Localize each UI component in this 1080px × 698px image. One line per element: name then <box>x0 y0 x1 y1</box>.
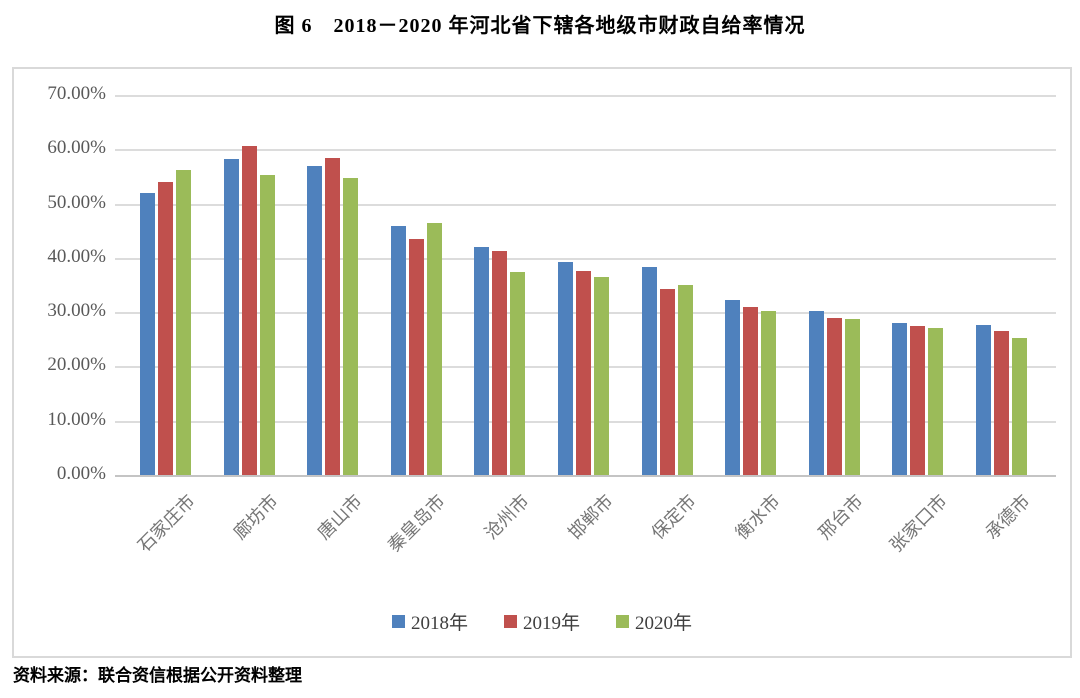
x-axis-label: 邯郸市 <box>564 490 617 544</box>
bar-series0-cat4 <box>474 246 490 475</box>
gridline <box>115 257 1056 260</box>
bar-group-cat5 <box>542 261 626 475</box>
bar-series0-cat10 <box>975 324 991 475</box>
bar-group-cat9 <box>876 323 960 475</box>
bar-group-cat10 <box>959 324 1043 475</box>
x-axis-label: 邢台市 <box>814 490 868 544</box>
bar-series1-cat0 <box>158 181 174 475</box>
bar-series2-cat10 <box>1011 337 1027 475</box>
legend-label: 2019年 <box>522 613 580 634</box>
y-tick-label: 40.00% <box>47 245 106 267</box>
bar-series1-cat2 <box>325 158 341 475</box>
y-tick-label: 70.00% <box>47 83 106 105</box>
x-label-slot: 秦皇岛市 <box>375 483 459 603</box>
y-tick-label: 20.00% <box>47 354 106 376</box>
bar-group-cat0 <box>124 169 208 475</box>
x-label-slot: 保定市 <box>625 483 709 603</box>
bar-series0-cat1 <box>223 158 239 475</box>
x-axis-label: 廊坊市 <box>229 490 283 544</box>
bar-series1-cat3 <box>408 239 424 475</box>
bar-series2-cat5 <box>594 277 609 475</box>
bar-series2-cat4 <box>510 272 526 475</box>
bar-series0-cat6 <box>641 266 657 475</box>
bar-series2-cat9 <box>928 328 944 475</box>
bar-series0-cat2 <box>307 165 323 475</box>
legend-label: 2018年 <box>410 613 468 634</box>
bar-series2-cat0 <box>176 169 192 475</box>
x-label-slot: 石家庄市 <box>124 483 208 603</box>
x-label-slot: 邢台市 <box>792 483 876 603</box>
legend-item-series1: 2019年 <box>503 608 580 635</box>
bar-series1-cat4 <box>492 251 508 475</box>
bar-series1-cat6 <box>659 288 675 475</box>
bar-group-cat3 <box>375 222 459 475</box>
bar-series0-cat3 <box>390 225 406 475</box>
bar-group-cat7 <box>709 300 793 475</box>
x-label-slot: 唐山市 <box>291 483 375 603</box>
y-tick-label: 0.00% <box>56 463 106 485</box>
plot-area <box>124 95 1043 475</box>
bar-group-cat2 <box>291 158 375 475</box>
bar-series1-cat1 <box>241 145 257 475</box>
x-label-slot: 沧州市 <box>458 483 542 603</box>
x-axis-labels: 石家庄市 廊坊市 唐山市 秦皇岛市 沧州市 邯郸市 保定市 衡水市 邢台市 张家口市 承德市 <box>124 483 1043 603</box>
bar-series0-cat8 <box>808 310 824 475</box>
legend-marker-icon <box>391 615 405 628</box>
x-label-slot: 张家口市 <box>876 483 960 603</box>
bar-series0-cat9 <box>892 323 908 475</box>
bar-group-cat8 <box>792 310 876 475</box>
x-axis-label: 沧州市 <box>480 490 533 544</box>
legend-label: 2020年 <box>635 613 693 634</box>
bar-series2-cat1 <box>259 175 275 475</box>
chart-frame: 70.00% 60.00% 50.00% 40.00% 30.00% 20.00% 10.0… <box>12 67 1072 658</box>
bar-series0-cat7 <box>725 300 741 475</box>
x-axis-label: 秦皇岛市 <box>384 490 450 556</box>
x-label-slot: 承德市 <box>959 483 1043 603</box>
y-tick-label: 30.00% <box>47 300 106 322</box>
x-axis-label: 承德市 <box>981 490 1035 544</box>
x-axis-label: 唐山市 <box>313 490 366 544</box>
legend-item-series0: 2018年 <box>391 608 468 635</box>
bar-group-cat6 <box>625 266 709 475</box>
bar-series1-cat5 <box>576 270 591 475</box>
bar-series2-cat8 <box>844 319 860 475</box>
legend-marker-icon <box>503 615 517 628</box>
gridline <box>115 203 1056 206</box>
x-axis-label: 张家口市 <box>885 490 951 556</box>
bar-series1-cat7 <box>743 306 759 475</box>
bar-series2-cat2 <box>343 178 359 475</box>
y-tick-label: 10.00% <box>47 408 106 430</box>
legend: 2018年 2019年 2020年 <box>14 608 1070 635</box>
bar-series2-cat6 <box>677 285 693 475</box>
x-axis-label: 保定市 <box>647 490 701 544</box>
bar-series2-cat7 <box>761 310 777 475</box>
bar-series1-cat10 <box>993 330 1009 475</box>
gridline <box>115 149 1056 152</box>
bar-series1-cat8 <box>826 317 842 475</box>
legend-marker-icon <box>616 615 629 628</box>
x-label-slot: 衡水市 <box>709 483 793 603</box>
y-tick-label: 60.00% <box>47 137 106 159</box>
gridline <box>115 95 1056 97</box>
bar-series0-cat5 <box>558 261 573 475</box>
y-tick-label: 50.00% <box>47 191 106 213</box>
x-axis-label: 衡水市 <box>731 490 784 544</box>
bar-series1-cat9 <box>910 325 926 475</box>
x-axis-line <box>115 475 1056 477</box>
chart-title: 图 6 2018－2020 年河北省下辖各地级市财政自给率情况 <box>274 15 806 37</box>
legend-item-series2: 2020年 <box>616 608 692 635</box>
bar-series0-cat0 <box>140 192 156 475</box>
x-label-slot: 廊坊市 <box>208 483 292 603</box>
bar-series2-cat3 <box>426 222 442 475</box>
bar-group-cat1 <box>208 145 292 475</box>
x-axis-label: 石家庄市 <box>133 490 199 556</box>
bar-group-cat4 <box>458 246 542 475</box>
x-label-slot: 邯郸市 <box>542 483 626 603</box>
source-note: 资料来源：联合资信根据公开资料整理 <box>13 666 302 685</box>
